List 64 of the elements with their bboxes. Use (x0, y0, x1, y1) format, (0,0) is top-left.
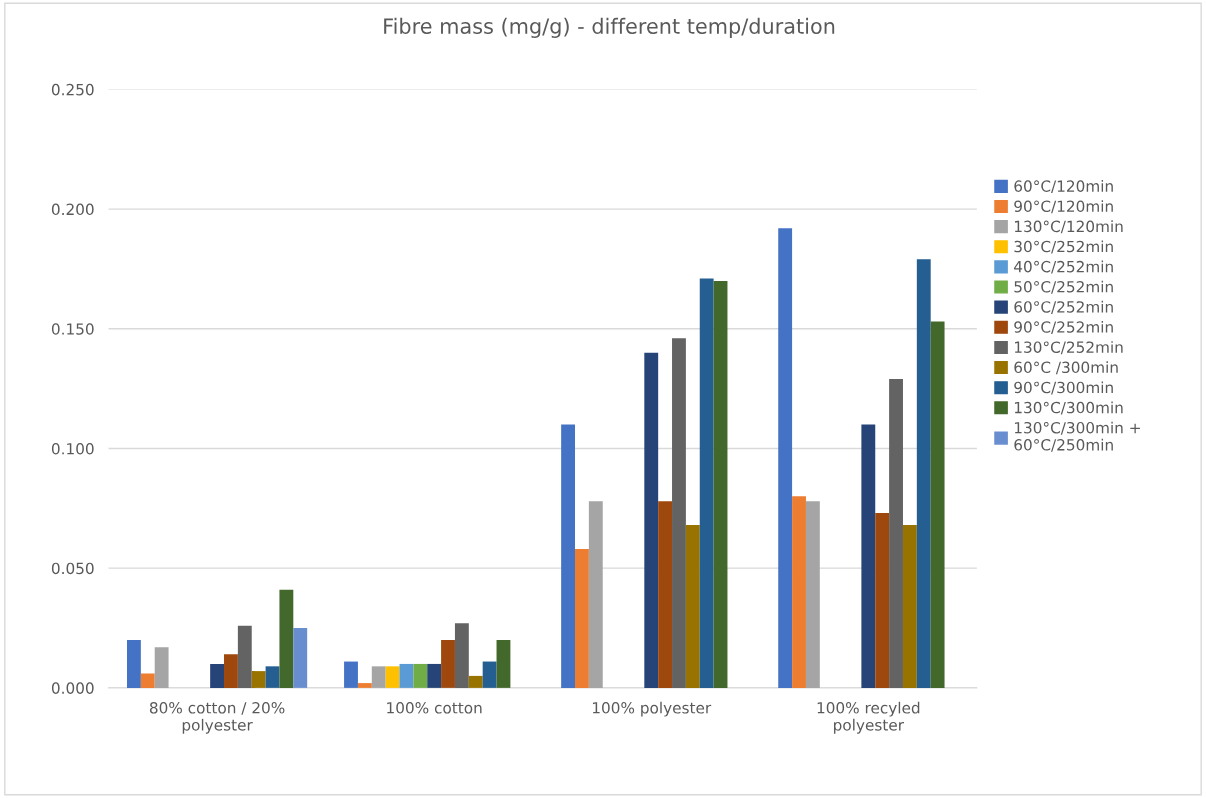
bar (672, 338, 686, 688)
legend-label: 130°C/300min + 60°C/250min (1014, 421, 1140, 452)
bar (413, 663, 428, 688)
bar (140, 673, 155, 688)
bar (454, 623, 469, 688)
bar (357, 683, 372, 688)
legend-label: 90°C/252min (1014, 320, 1113, 335)
y-tick-label: 0.000 (51, 682, 94, 694)
legend-label: 40°C/252min (1014, 260, 1113, 274)
x-tick-label: 100% recyled polyester (817, 701, 920, 734)
bar (916, 259, 931, 688)
legend-label: 30°C/252min (1014, 240, 1113, 254)
x-tick-label: 80% cotton / 20% polyester (149, 702, 285, 734)
bar (224, 654, 238, 688)
bar (385, 666, 400, 688)
y-tick-label: 0.050 (51, 562, 94, 575)
bar (210, 663, 225, 688)
bar (279, 589, 294, 688)
bar (344, 661, 358, 688)
bar (561, 424, 576, 688)
bar (805, 501, 820, 688)
bar (588, 501, 603, 688)
bar (778, 228, 793, 688)
legend-label: 50°C/252min (1014, 280, 1113, 294)
y-tick-label: 0.250 (51, 83, 94, 96)
bar (251, 671, 266, 688)
y-tick-label: 0.100 (51, 442, 94, 455)
bar (713, 280, 728, 688)
legend-label: 60°C /300min (1014, 361, 1118, 375)
x-tick-label: 100% polyester (592, 701, 712, 717)
legend-label: 130°C/120min (1014, 220, 1123, 234)
chart-title: Fibre mass (mg/g) - different temp/duration (384, 17, 835, 39)
bar (792, 496, 806, 688)
bar (126, 640, 141, 688)
legend-label: 90°C/120min (1014, 200, 1113, 214)
bar (399, 663, 414, 688)
legend-label: 90°C/300min (1014, 381, 1113, 395)
bar (658, 501, 673, 688)
bar (496, 640, 511, 688)
bar (468, 675, 483, 688)
bar (293, 628, 308, 688)
y-tick-label: 0.150 (51, 323, 94, 335)
y-tick-label: 0.200 (51, 203, 94, 216)
bar (441, 640, 455, 688)
legend-label: 60°C/252min (1014, 300, 1113, 314)
legend-label: 60°C/120min (1014, 180, 1113, 194)
x-tick-label: 100% cotton (387, 702, 482, 714)
bar (154, 647, 169, 688)
bar (237, 625, 252, 688)
bar (644, 352, 659, 688)
legend-label: 130°C/252min (1014, 341, 1123, 355)
legend-label: 130°C/300min (1014, 401, 1123, 415)
bar (575, 549, 589, 688)
bar (902, 525, 917, 688)
bar (861, 424, 876, 688)
bar (875, 513, 890, 688)
bar (371, 666, 386, 688)
bar (685, 525, 700, 688)
bar (265, 666, 280, 688)
bar (889, 379, 903, 688)
bar (427, 663, 442, 688)
bar (699, 278, 714, 688)
bar (930, 321, 945, 688)
bar (482, 661, 497, 688)
